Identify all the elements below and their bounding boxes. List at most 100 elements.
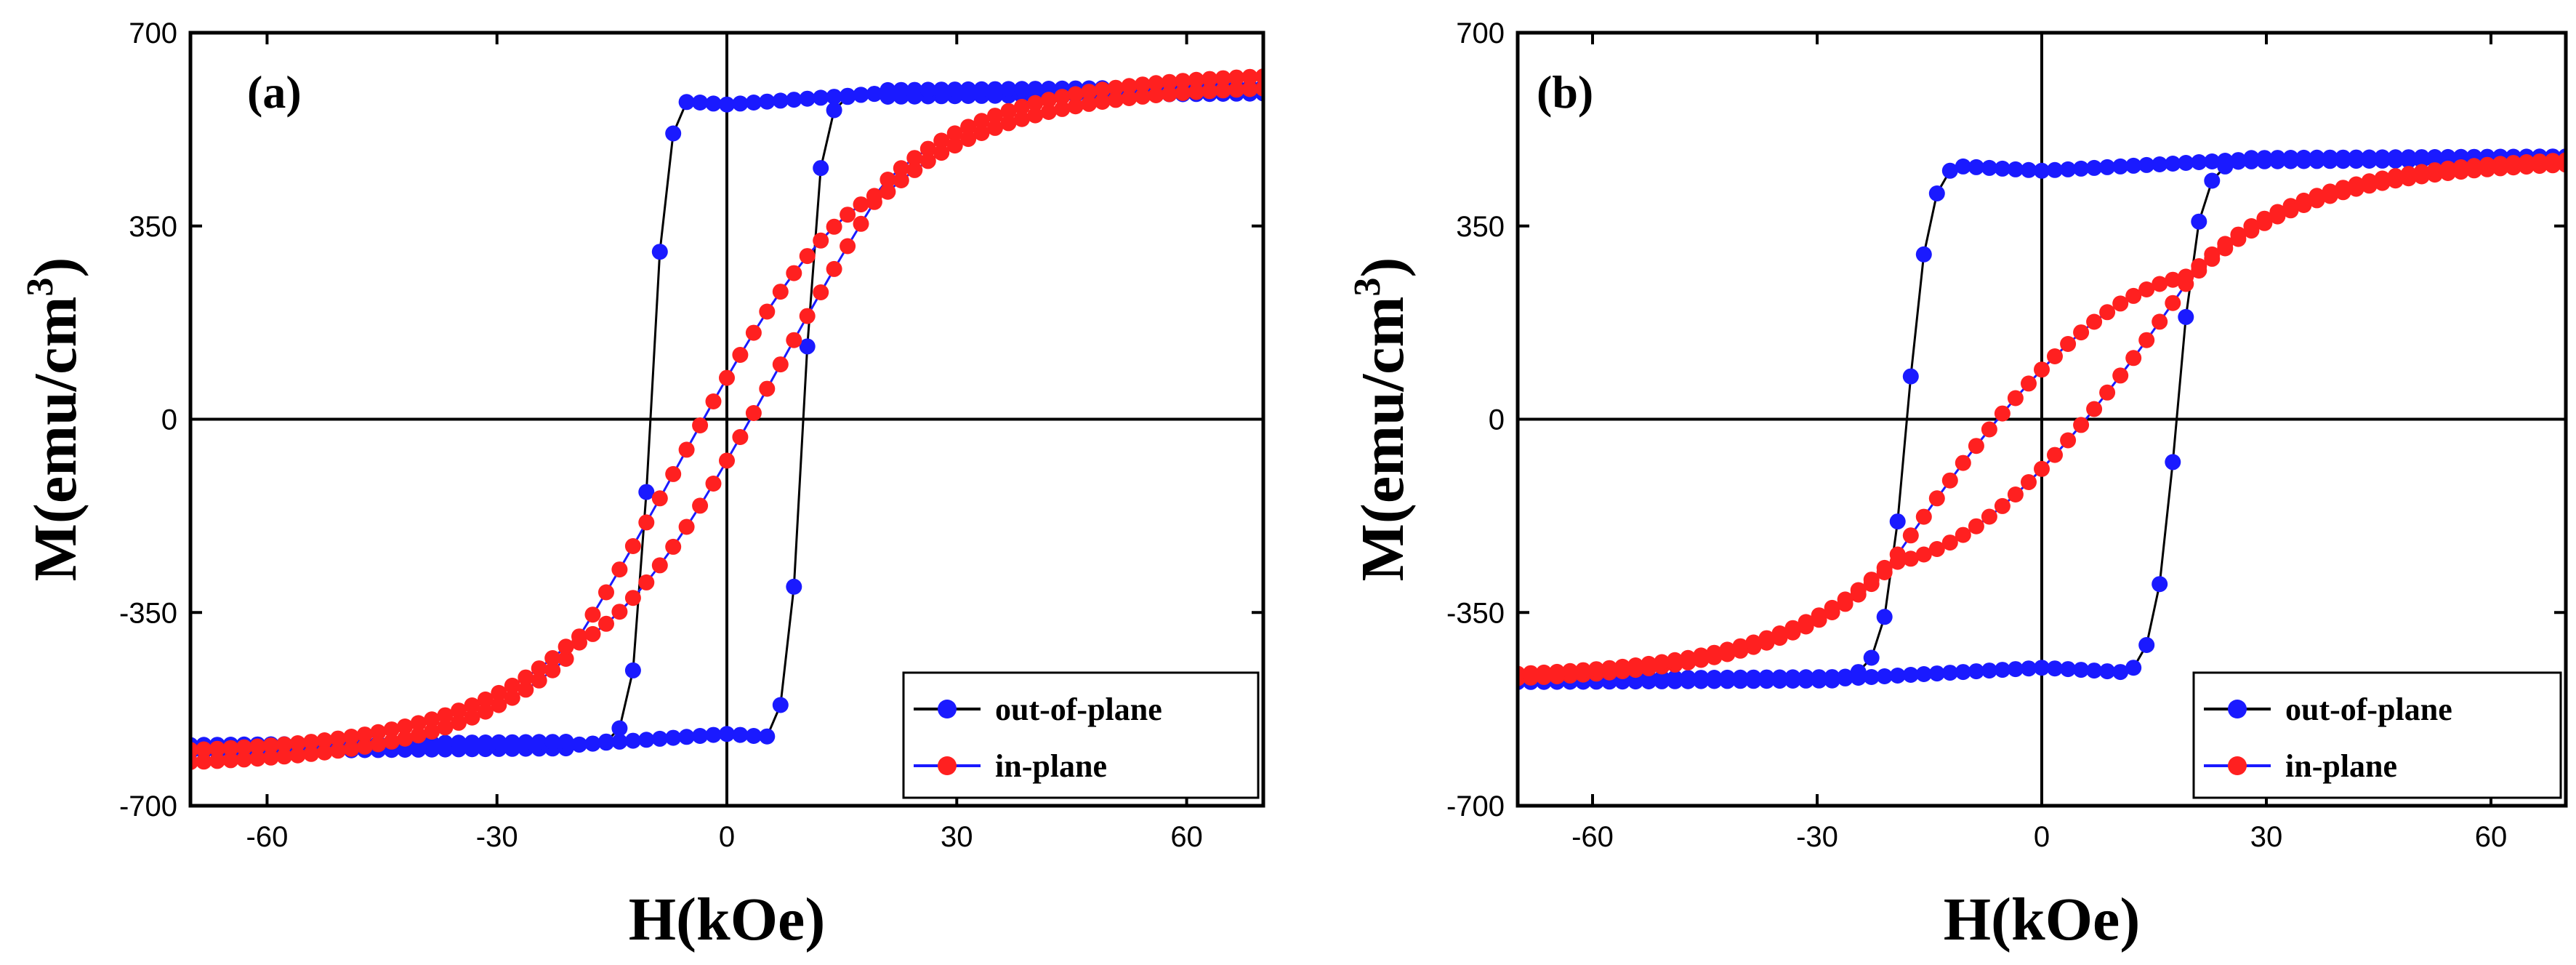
data-point — [973, 125, 990, 141]
data-point — [410, 727, 427, 744]
data-point — [1148, 75, 1164, 92]
data-point — [1627, 657, 1644, 673]
data-point — [1027, 81, 1044, 97]
data-point — [1798, 614, 1814, 630]
data-point — [638, 484, 655, 500]
legend-marker-in-plane — [2228, 756, 2247, 775]
data-point — [518, 681, 534, 698]
data-point — [1955, 455, 1971, 471]
data-point — [1241, 68, 1258, 85]
data-point — [1994, 405, 2011, 422]
data-point — [2047, 447, 2063, 463]
data-point — [1915, 246, 1932, 263]
data-point — [437, 707, 454, 724]
data-point — [1955, 158, 1971, 175]
data-point — [196, 753, 212, 770]
data-point — [2558, 156, 2566, 173]
data-point — [2138, 281, 2155, 297]
data-point — [276, 736, 293, 753]
data-point — [262, 749, 279, 766]
data-point — [1915, 508, 1932, 525]
data-point — [732, 347, 749, 363]
data-point — [799, 308, 816, 324]
data-point — [1175, 73, 1191, 89]
data-point — [1837, 591, 1853, 608]
data-point — [2413, 149, 2430, 166]
data-point — [356, 738, 373, 755]
data-point — [1667, 652, 1683, 668]
data-point — [624, 662, 641, 678]
data-point — [906, 81, 923, 98]
data-point — [2387, 149, 2404, 166]
y-tick-label: 0 — [1489, 404, 1505, 436]
data-point — [1706, 670, 1723, 686]
data-point — [759, 93, 776, 110]
data-point — [678, 729, 695, 745]
data-point — [2387, 172, 2404, 189]
data-point — [2112, 158, 2129, 175]
data-point — [1121, 78, 1138, 95]
data-point — [987, 119, 1003, 136]
x-tick-label: 60 — [2475, 821, 2508, 853]
data-point — [1108, 92, 1124, 108]
data-point — [906, 150, 923, 167]
data-point — [880, 183, 896, 200]
data-point — [2322, 149, 2338, 166]
data-point — [651, 557, 668, 574]
data-point — [1902, 527, 1919, 544]
data-point — [692, 728, 709, 744]
data-point — [919, 153, 936, 169]
data-point — [504, 689, 520, 706]
data-point — [1915, 546, 1932, 563]
data-point — [853, 87, 869, 103]
data-point — [1081, 95, 1098, 112]
data-point — [2047, 348, 2063, 364]
data-point — [2165, 295, 2181, 311]
data-point — [2505, 159, 2521, 176]
data-point — [2125, 350, 2142, 367]
data-point — [2204, 250, 2221, 267]
data-point — [2335, 149, 2351, 166]
data-point — [1148, 87, 1164, 103]
data-point — [2152, 156, 2168, 172]
data-point — [1013, 81, 1030, 97]
data-point — [1562, 662, 1579, 679]
data-point — [880, 172, 896, 188]
legend-box — [902, 671, 1260, 799]
data-point — [2112, 367, 2129, 384]
data-point — [1928, 490, 1945, 507]
data-point — [531, 660, 547, 677]
data-point — [2374, 149, 2391, 166]
data-point — [1523, 665, 1539, 681]
data-point — [826, 260, 842, 277]
data-point — [236, 739, 252, 756]
data-point — [853, 215, 869, 232]
data-point — [1027, 107, 1044, 124]
x-tick-label: 60 — [1170, 821, 1203, 853]
data-point — [745, 728, 762, 744]
y-axis-title-close: ) — [22, 257, 89, 278]
data-point — [1601, 660, 1618, 676]
data-point — [1040, 81, 1057, 97]
data-point — [2099, 663, 2116, 680]
y-axis-title-superscript: 3 — [20, 278, 61, 297]
data-point — [531, 734, 547, 750]
data-point — [1928, 185, 1945, 201]
data-point — [2204, 172, 2221, 189]
y-axis-title: M(emu/cm3) — [1347, 257, 1417, 582]
data-point — [2125, 157, 2142, 174]
data-point — [1135, 76, 1151, 93]
data-point — [759, 380, 776, 397]
data-point — [1902, 667, 1919, 683]
data-point — [1981, 662, 1997, 679]
y-tick-label: -700 — [119, 790, 177, 822]
y-tick-label: 700 — [129, 17, 177, 49]
data-point — [1013, 111, 1030, 127]
data-point — [2165, 454, 2181, 471]
data-point — [1202, 83, 1218, 100]
data-point — [960, 81, 977, 97]
legend-label-out-of-plane: out-of-plane — [995, 692, 1162, 727]
data-point — [2138, 156, 2155, 173]
data-point — [437, 734, 454, 751]
data-point — [222, 740, 239, 756]
